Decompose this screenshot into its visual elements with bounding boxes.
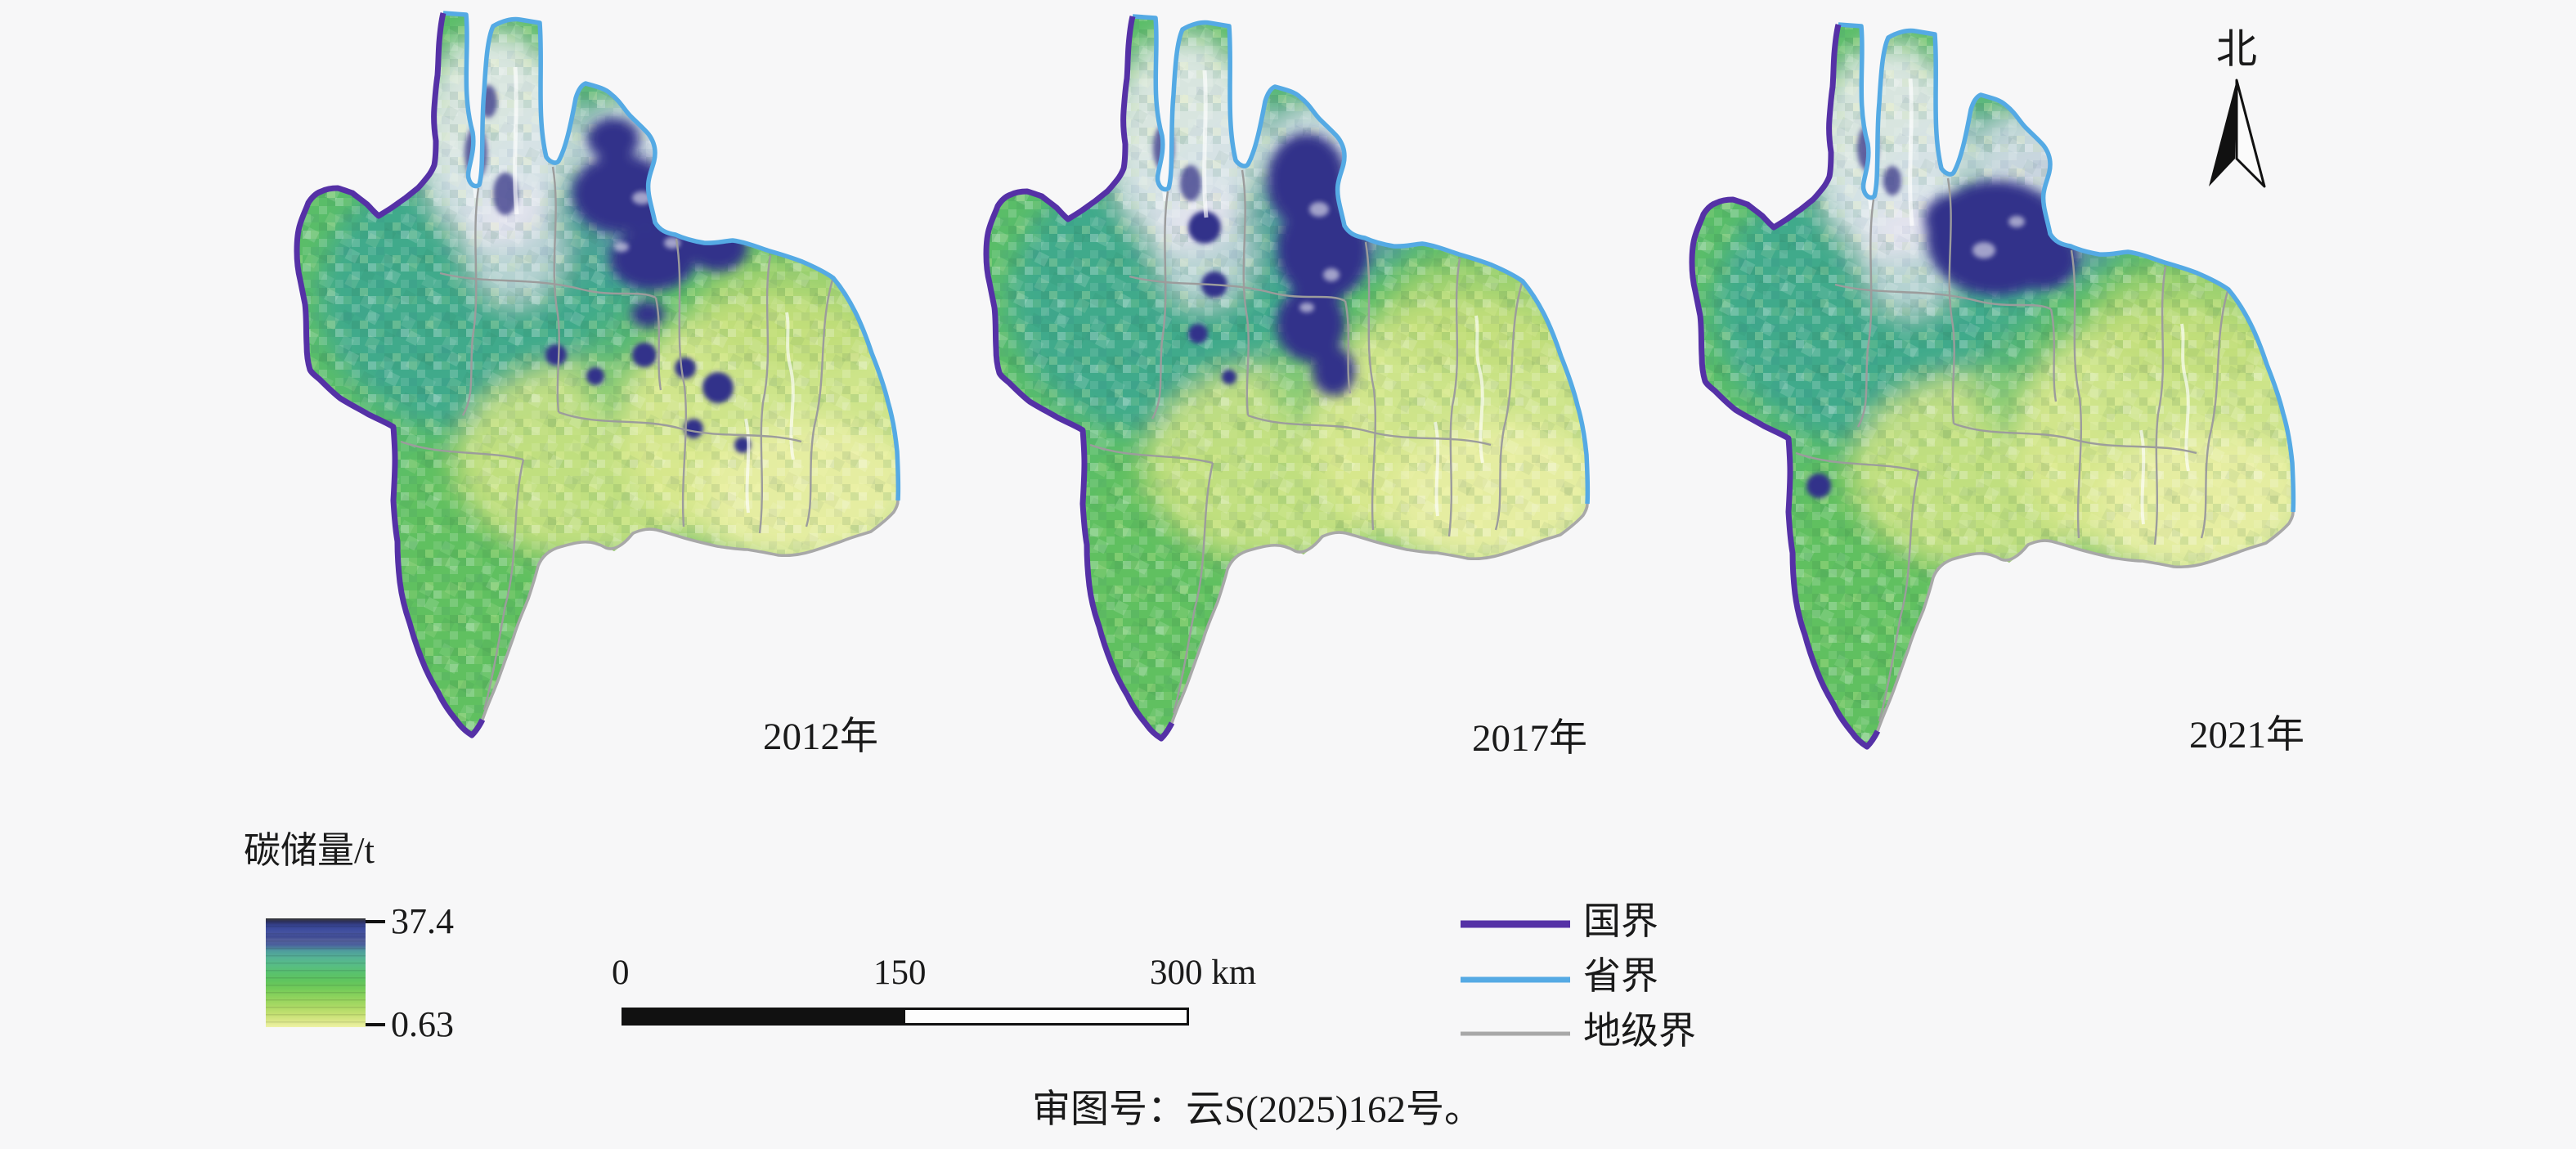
year-label-2021: 2021年 [2189,714,2304,756]
scalebar-tick-300: 300 km [1150,954,1257,992]
map-2012 [270,2,973,779]
legend-line-national [1461,920,1570,928]
north-arrow: 北 [2188,16,2286,188]
legend-label-prefecture: 地级界 [1583,1010,1696,1052]
legend-line-prefecture [1461,1031,1570,1036]
scalebar-tick-150: 150 [873,954,927,992]
colorbar-tick-min [366,1023,385,1026]
north-label: 北 [2216,26,2257,72]
scalebar-tick-0: 0 [612,954,630,992]
year-label-2012: 2012年 [763,716,878,758]
map-2021 [1665,13,2368,790]
legend-label-national: 国界 [1583,900,1658,942]
map-approval-note: 审图号：云S(2025)162号。 [1032,1088,1483,1131]
north-arrow-icon [2209,79,2266,188]
scalebar-filled-half [624,1010,905,1023]
legend-line-province [1461,976,1570,983]
colorbar-max-label: 37.4 [391,901,454,941]
year-label-2017: 2017年 [1472,717,1587,760]
colorbar-ramp [266,918,366,1027]
map-2017 [959,5,1663,782]
colorbar-min-label: 0.63 [391,1004,454,1044]
scalebar [622,1008,1189,1026]
legend-label-province: 省界 [1583,955,1658,997]
colorbar-tick-max [366,920,385,923]
colorbar-title: 碳储量/t [244,830,375,871]
